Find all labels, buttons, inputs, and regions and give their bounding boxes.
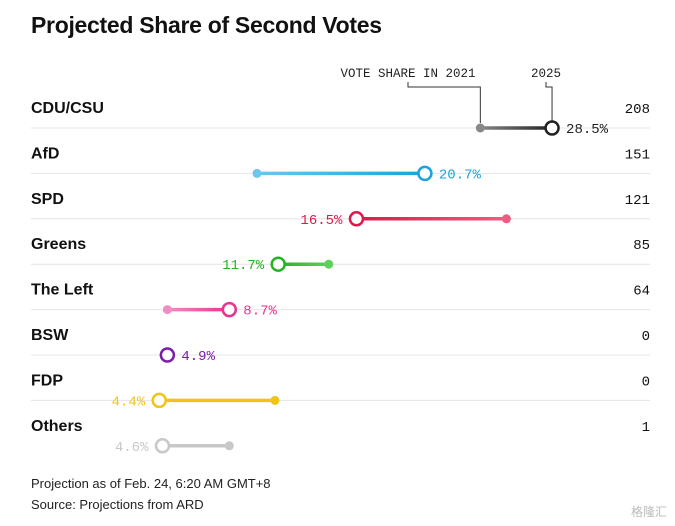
seat-count: 151 <box>625 147 650 163</box>
seat-count: 0 <box>642 374 650 390</box>
party-label: Greens <box>31 236 86 253</box>
chart-rows: CDU/CSU 208 28.5% AfD 151 20.7% SPD 121 16.5% Gre… <box>31 100 650 456</box>
party-label: Others <box>31 418 83 435</box>
seat-count: 1 <box>642 420 650 436</box>
footer-source: Source: Projections from ARD <box>31 497 204 512</box>
chart-row-others: Others 1 4.6% <box>31 418 650 456</box>
point-2025 <box>151 392 167 409</box>
point-2021 <box>475 123 485 133</box>
chart-row-fdp: FDP 0 4.4% <box>31 372 650 410</box>
point-2021 <box>252 168 262 178</box>
value-label: 4.4% <box>112 394 146 410</box>
legend-label-2025: 2025 <box>531 67 561 81</box>
point-2021 <box>162 305 172 315</box>
point-2025 <box>154 438 171 454</box>
chart-row-the-left: The Left 64 8.7% <box>31 282 650 320</box>
party-label: SPD <box>31 191 64 208</box>
point-2025 <box>348 211 365 227</box>
point-2021 <box>501 214 511 224</box>
seat-count: 121 <box>625 193 650 209</box>
seat-count: 0 <box>642 329 650 345</box>
chart-row-afd: AfD 151 20.7% <box>31 145 650 183</box>
point-2025 <box>270 256 286 272</box>
chart-row-greens: Greens 85 11.7% <box>31 236 650 274</box>
party-label: BSW <box>31 327 69 344</box>
footer-note: Projection as of Feb. 24, 6:20 AM GMT+8 <box>31 476 271 491</box>
party-label: AfD <box>31 145 59 162</box>
legend-leader-2025 <box>545 82 553 121</box>
value-label: 8.7% <box>243 304 277 320</box>
point-2025 <box>417 165 433 182</box>
legend-leader-2021 <box>407 82 481 123</box>
party-label: CDU/CSU <box>31 100 104 117</box>
legend-label-2021: VOTE SHARE IN 2021 <box>340 67 475 81</box>
seat-count: 64 <box>633 284 650 300</box>
point-2021 <box>224 441 234 451</box>
value-label: 28.5% <box>566 122 609 138</box>
chart-legend: VOTE SHARE IN 2021 2025 <box>340 67 561 123</box>
value-label: 11.7% <box>222 258 265 274</box>
seat-count: 85 <box>633 238 650 254</box>
watermark: 格隆汇 <box>630 505 667 519</box>
value-label: 4.6% <box>115 440 149 456</box>
point-2025 <box>159 347 176 363</box>
chart-row-spd: SPD 121 16.5% <box>31 191 650 229</box>
value-label: 20.7% <box>439 167 482 183</box>
dumbbell-chart: VOTE SHARE IN 2021 2025 CDU/CSU 208 28.5% A… <box>31 67 650 456</box>
chart-row-bsw: BSW 0 4.9% <box>31 327 650 365</box>
point-2021 <box>270 395 280 405</box>
chart-title: Projected Share of Second Votes <box>31 12 382 38</box>
point-2025 <box>221 301 238 318</box>
seat-count: 208 <box>625 102 650 118</box>
chart-row-cdu-csu: CDU/CSU 208 28.5% <box>31 100 650 138</box>
value-label: 4.9% <box>181 349 215 365</box>
point-2021 <box>324 259 334 269</box>
value-label: 16.5% <box>300 213 343 229</box>
party-label: The Left <box>31 282 94 299</box>
point-2025 <box>544 120 560 136</box>
party-label: FDP <box>31 372 63 389</box>
